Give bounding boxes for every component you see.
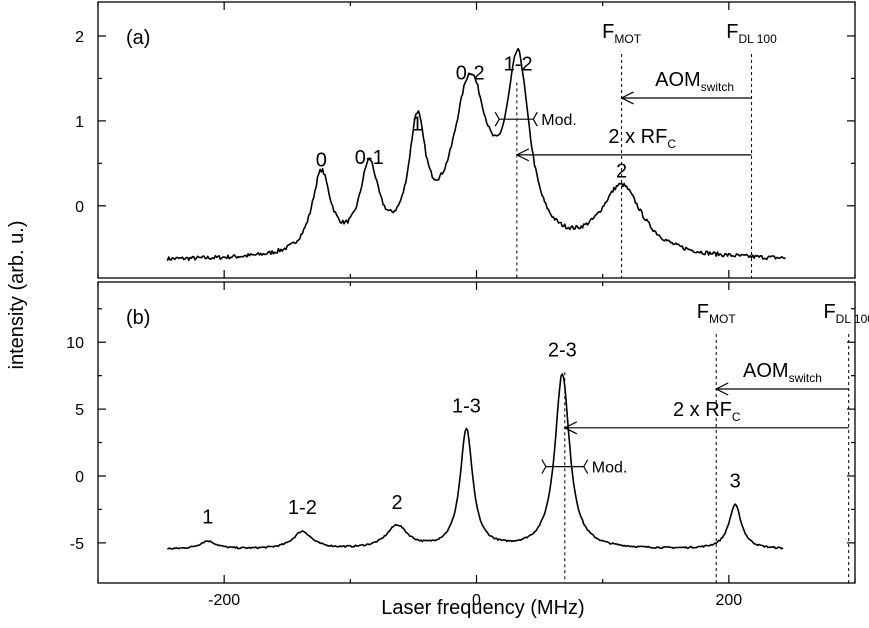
panel-b: -5 0 5 10 -200 0 200 (b) 1 1-2 2 1-3 2-3 3 FMOT FDL 100… [66, 281, 869, 609]
y-axis-label: intensity (arb. u.) [6, 221, 28, 370]
y-tick-label: 5 [75, 402, 84, 419]
y-tick-label: 0 [75, 469, 84, 486]
peak-label: 1 [202, 507, 213, 529]
y-tick-label: 10 [66, 335, 84, 352]
y-tick-label: 0 [75, 199, 84, 216]
marker-label: FMOT [602, 21, 642, 46]
peak-label: 2 [616, 160, 627, 182]
panel-a: 0 1 2 (a) 0 0-1 1 0-2 1-2 2 FMOT FDL 100 AOMswitch 2 … [75, 1, 856, 279]
marker-label: FMOT [697, 301, 737, 326]
peak-label: 1-3 [452, 395, 481, 417]
y-tick-label: 1 [75, 114, 84, 131]
spectrum-trace-b [167, 373, 784, 550]
marker-label: FDL 100 [726, 21, 777, 46]
arrow-label: 2 x RFC [608, 126, 676, 151]
mod-label: Mod. [592, 460, 628, 477]
x-tick-label: 200 [715, 592, 742, 609]
peak-label: 0-2 [456, 63, 485, 85]
x-tick-label: -200 [208, 592, 240, 609]
spectrum-trace-a [166, 47, 786, 262]
arrow-label: AOMswitch [655, 69, 734, 94]
marker-label: FDL 100 [823, 301, 869, 326]
y-tick-label: 2 [75, 29, 84, 46]
arrow-label: 2 x RFC [673, 399, 741, 424]
y-tick-label: -5 [70, 536, 84, 553]
peak-label: 1-2 [504, 53, 533, 75]
arrow-label: AOMswitch [743, 360, 822, 385]
panel-label: (a) [126, 27, 150, 49]
peak-label: 1 [412, 114, 423, 136]
arrow-head [563, 421, 578, 435]
mod-label: Mod. [541, 112, 577, 129]
panel-label: (b) [126, 307, 150, 329]
x-axis-label: Laser frequency (MHz) [381, 597, 584, 619]
peak-label: 3 [730, 470, 741, 492]
peak-label: 2-3 [548, 339, 577, 361]
peak-label: 0 [316, 149, 327, 171]
panel-b-frame [97, 281, 856, 584]
peak-label: 1-2 [288, 497, 317, 519]
peak-label: 2 [391, 492, 402, 514]
mod-bracket-right [583, 459, 589, 474]
arrow-head [714, 382, 729, 396]
peak-label: 0-1 [355, 147, 384, 169]
x-tick-label: 0 [472, 592, 481, 609]
mod-bracket-left [494, 111, 500, 127]
mod-bracket-left [541, 459, 547, 474]
arrow-head [515, 148, 530, 162]
mod-bracket-right [532, 111, 538, 127]
arrow-head [620, 91, 634, 105]
